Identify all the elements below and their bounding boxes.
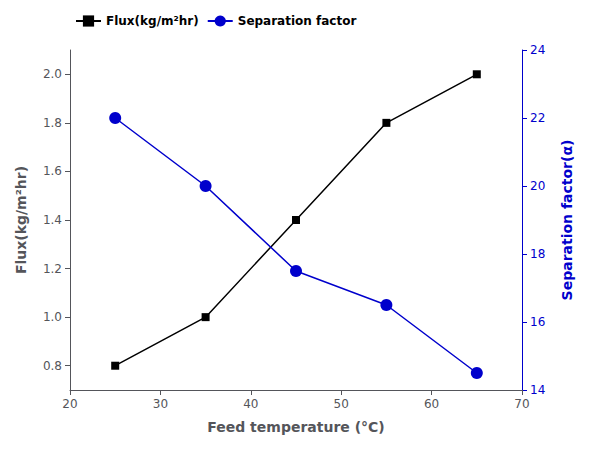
svg-text:Flux(kg/m²hr): Flux(kg/m²hr) (106, 14, 199, 28)
svg-text:Flux(kg/m²hr): Flux(kg/m²hr) (13, 166, 29, 274)
svg-text:Separation factor(α): Separation factor(α) (559, 140, 575, 301)
svg-text:50: 50 (334, 397, 349, 411)
svg-text:1.8: 1.8 (43, 116, 62, 130)
svg-text:1.4: 1.4 (43, 213, 62, 227)
svg-text:0.8: 0.8 (43, 359, 62, 373)
svg-text:24: 24 (530, 43, 545, 57)
svg-text:20: 20 (530, 179, 545, 193)
svg-text:20: 20 (62, 397, 77, 411)
svg-text:22: 22 (530, 111, 545, 125)
svg-text:Separation factor: Separation factor (238, 14, 357, 28)
svg-text:Feed temperature (°C): Feed temperature (°C) (207, 419, 385, 435)
svg-text:1.6: 1.6 (43, 164, 62, 178)
svg-text:14: 14 (530, 383, 545, 397)
svg-text:16: 16 (530, 315, 545, 329)
svg-text:40: 40 (243, 397, 258, 411)
svg-text:30: 30 (153, 397, 168, 411)
svg-text:70: 70 (514, 397, 529, 411)
svg-text:2.0: 2.0 (43, 67, 62, 81)
svg-text:1.2: 1.2 (43, 262, 62, 276)
svg-text:1.0: 1.0 (43, 310, 62, 324)
svg-text:60: 60 (424, 397, 439, 411)
svg-text:18: 18 (530, 247, 545, 261)
